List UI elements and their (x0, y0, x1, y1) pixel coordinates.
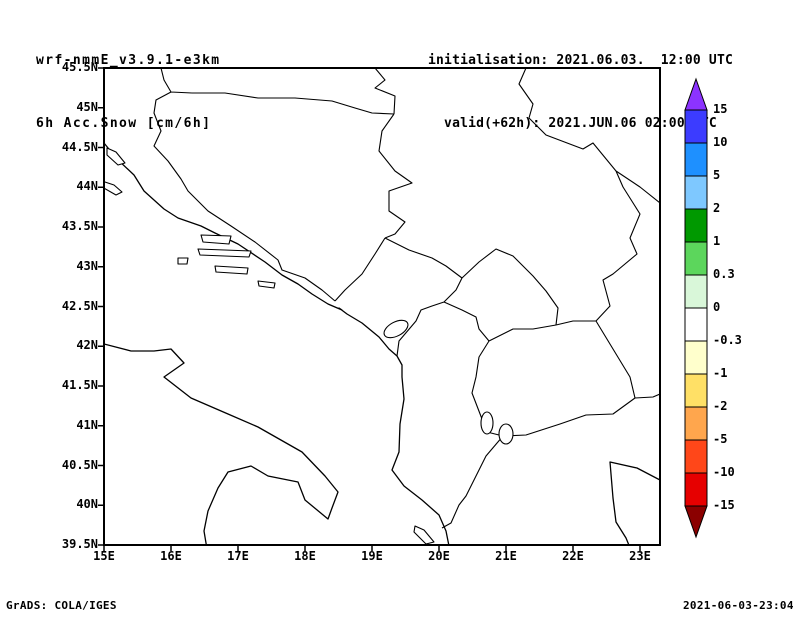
border-bulgaria-greece (634, 393, 660, 399)
border-croatia-bosnia-sava (192, 92, 395, 115)
time-block: initialisation: 2021.06.03. 12:00 UTC va… (428, 8, 733, 176)
lake-skadar (383, 319, 409, 339)
border-kosovo-albania (443, 301, 490, 342)
coastline-italy (104, 343, 339, 545)
creation-timestamp: 2021-06-03-23:04 (683, 599, 794, 612)
lat-tick-label: 42.5N (61, 298, 98, 313)
colorbar-tick-label: 10 (713, 135, 728, 149)
colorbar-tick-label: 0.3 (713, 267, 735, 281)
colorbar-segment (684, 142, 708, 177)
lon-axis: 15E 16E 17E 18E 19E 20E 21E 22E 23E (0, 549, 800, 567)
island-vis (177, 257, 189, 265)
colorbar-segment (684, 406, 708, 441)
lat-tick-label: 39.5N (61, 537, 98, 551)
island-dugi-otok (104, 181, 123, 196)
lat-tick-label: 41N (76, 417, 98, 432)
border-macedonia-serbia (555, 320, 596, 326)
island-mljet (257, 280, 276, 289)
init-time-text: initialisation: 2021.06.03. 12:00 UTC (428, 53, 734, 68)
lat-tick-label: 40N (76, 497, 98, 512)
grads-stamp: GrADS: COLA/IGES (6, 599, 117, 612)
border-montenegro-albania (396, 301, 445, 357)
colorbar-tick-label: 15 (713, 102, 728, 116)
model-title: wrf-nmmE_v3.9.1-e3km (36, 53, 221, 68)
border-serbia-bulgaria (595, 170, 641, 322)
lon-tick-label: 15E (93, 549, 115, 563)
lon-tick-label: 22E (562, 549, 584, 563)
border-montenegro-serbia (384, 237, 463, 279)
border-bosnia-montenegro (334, 237, 386, 302)
lat-tick-label: 43N (76, 258, 98, 273)
colorbar (684, 77, 708, 539)
island-corfu (413, 525, 435, 545)
lat-tick-label: 42N (76, 338, 98, 353)
valid-time-text: valid(+62h): 2021.JUN.06 02:00 UTC (444, 116, 717, 131)
lon-tick-label: 20E (428, 549, 450, 563)
map-frame (103, 67, 661, 546)
border-macedonia-bulgaria (595, 320, 636, 399)
colorbar-segment (684, 274, 708, 309)
colorbar-tick-label: 2 (713, 201, 721, 215)
map-plot (98, 67, 661, 551)
border-kosovo-macedonia (488, 324, 557, 342)
border-croatia-serbia-danube (374, 68, 396, 115)
colorbar-segment (684, 241, 708, 276)
lat-tick-label: 41.5N (61, 378, 98, 392)
colorbar-tick-label: 5 (713, 168, 721, 182)
colorbar-segment (684, 175, 708, 210)
title-block: wrf-nmmE_v3.9.1-e3km 6h Acc.Snow [cm/6h] (36, 8, 221, 176)
lake-prespa (498, 423, 514, 445)
lon-tick-label: 18E (294, 549, 316, 563)
border-kosovo-serbia (461, 248, 559, 326)
border-macedonia-greece (502, 397, 636, 437)
island-brac (200, 234, 232, 245)
lat-tick-label: 44.5N (61, 139, 98, 154)
colorbar-tick-label: -5 (713, 432, 728, 446)
lat-tick-label: 44N (76, 179, 98, 194)
colorbar-arrow-top (684, 77, 708, 111)
lat-tick-label: 40.5N (61, 457, 98, 472)
lon-tick-label: 21E (495, 549, 517, 563)
border-bulgaria-romania-danube (615, 170, 660, 204)
colorbar-segment (684, 472, 708, 507)
colorbar-segment (684, 307, 708, 342)
island-hvar (197, 248, 252, 258)
lon-tick-label: 23E (629, 549, 651, 563)
colorbar-segment (684, 208, 708, 243)
lon-tick-label: 16E (160, 549, 182, 563)
lake-ohrid (480, 411, 494, 435)
lat-tick-label: 45.5N (61, 60, 98, 74)
lat-tick-label: 43.5N (61, 219, 98, 233)
colorbar-tick-label: -2 (713, 399, 728, 413)
colorbar-segment (684, 109, 708, 144)
border-croatia-bosnia-west (153, 68, 336, 302)
field-title: 6h Acc.Snow [cm/6h] (36, 116, 212, 131)
border-serbia-romania-danube (518, 68, 617, 172)
map-geography (104, 68, 660, 545)
lat-axis: 45.5N 45N 44.5N 44N 43.5N 43N 42.5N 42N 41.5N 41N… (38, 0, 98, 618)
lat-tick-label: 45N (76, 99, 98, 114)
colorbar-tick-label: -1 (713, 366, 728, 380)
border-montenegro-kosovo (443, 277, 463, 303)
colorbar-segment (684, 373, 708, 408)
colorbar-tick-label: -15 (713, 498, 735, 512)
colorbar-labels: 15 10 5 2 1 0.3 0 -0.3 -1 -2 -5 -10 -15 (713, 0, 763, 618)
island-korcula (214, 265, 249, 275)
colorbar-tick-label: -0.3 (713, 333, 742, 347)
border-bosnia-serbia-drina (378, 113, 413, 239)
colorbar-tick-label: -10 (713, 465, 735, 479)
coastline-aegean (609, 461, 660, 545)
island-pag (106, 147, 126, 166)
coastline-east-adriatic (104, 142, 450, 545)
colorbar-segment (684, 439, 708, 474)
colorbar-tick-label: 0 (713, 300, 721, 314)
border-albania-greece (441, 435, 504, 529)
colorbar-tick-label: 1 (713, 234, 721, 248)
lon-tick-label: 19E (361, 549, 383, 563)
lon-tick-label: 17E (227, 549, 249, 563)
colorbar-segment (684, 340, 708, 375)
colorbar-arrow-bottom (684, 505, 708, 539)
